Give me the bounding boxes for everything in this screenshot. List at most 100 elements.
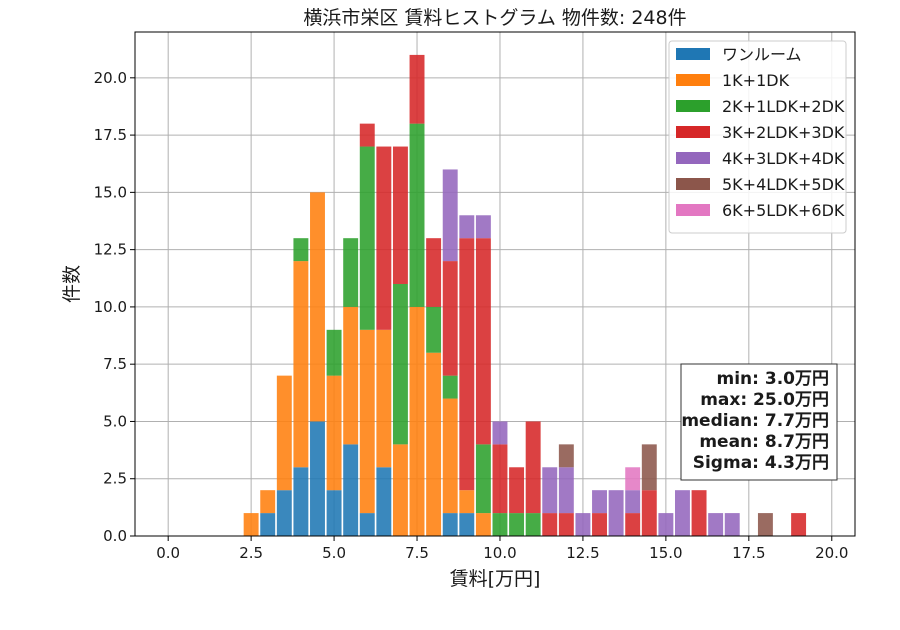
bar-series-1 [392, 444, 408, 536]
bar-series-2 [442, 375, 458, 399]
bar-layer [243, 54, 807, 536]
bar-series-1 [459, 490, 475, 514]
bar-series-2 [426, 306, 442, 353]
bar-series-2 [509, 513, 525, 536]
legend-label: 2K+1LDK+2DK [722, 97, 845, 116]
bar-series-4 [675, 490, 690, 536]
plot-frame [134, 31, 856, 537]
legend-label: ワンルーム [722, 45, 802, 64]
bar-series-4 [708, 513, 724, 536]
bar-series-2 [326, 329, 342, 376]
bar-series-3 [426, 238, 442, 307]
bar-series-0 [310, 421, 325, 536]
legend-label: 3K+2LDK+3DK [722, 123, 845, 142]
bar-series-3 [592, 513, 607, 536]
bar-series-4 [442, 169, 458, 262]
y-tick-label: 17.5 [94, 126, 127, 144]
y-tick-label: 0.0 [103, 527, 127, 545]
x-axis-label: 賃料[万円] [450, 568, 541, 590]
bar-series-0 [326, 490, 342, 536]
bar-series-3 [625, 513, 641, 536]
bar-series-1 [260, 490, 276, 514]
x-tick-label: 7.5 [405, 544, 429, 562]
bar-series-3 [492, 444, 508, 514]
y-tick-label: 20.0 [94, 69, 127, 87]
stat-sigma: Sigma: 4.3万円 [693, 453, 829, 473]
bar-series-0 [343, 444, 359, 536]
bar-series-0 [459, 513, 475, 536]
bar-series-2 [525, 513, 541, 536]
legend-swatch [676, 100, 710, 112]
bar-series-1 [293, 261, 309, 468]
bar-series-1 [276, 375, 292, 491]
bar-series-3 [542, 513, 558, 536]
bar-series-0 [293, 467, 309, 536]
bar-series-0 [276, 490, 292, 536]
bar-series-0 [376, 467, 392, 536]
x-axis-ticks: 0.0 2.5 5.0 7.5 10.0 12.5 15.0 17.5 20.0 [156, 536, 848, 562]
bar-series-1 [426, 352, 442, 536]
bar-series-5 [558, 444, 574, 468]
legend-label: 4K+3LDK+4DK [722, 149, 845, 168]
stats-box-frame [680, 363, 838, 481]
bar-series-2 [409, 123, 425, 307]
bar-series-3 [409, 54, 425, 124]
y-tick-label: 15.0 [94, 183, 127, 201]
legend-label: 5K+4LDK+5DK [722, 175, 845, 194]
bar-series-1 [243, 513, 259, 536]
bar-series-2 [343, 238, 359, 307]
bar-series-3 [459, 238, 475, 491]
x-tick-label: 2.5 [239, 544, 263, 562]
stat-min: min: 3.0万円 [717, 369, 829, 389]
bar-series-3 [376, 146, 392, 330]
bar-series-1 [376, 329, 392, 468]
bar-series-1 [359, 329, 375, 514]
bar-series-3 [525, 421, 541, 514]
bar-series-1 [343, 306, 359, 445]
legend: ワンルーム 1K+1DK 2K+1LDK+2DK 3K+2LDK+3DK 4K+3LDK… [668, 40, 847, 234]
legend-swatch [676, 178, 710, 190]
stats-box: min: 3.0万円 max: 25.0万円 median: 7.7万円 mea… [680, 363, 838, 481]
x-tick-label: 5.0 [322, 544, 346, 562]
chart-title: 横浜市栄区 賃料ヒストグラム 物件数: 248件 [303, 7, 686, 29]
legend-swatch [676, 48, 710, 60]
bar-series-3 [558, 513, 574, 536]
y-tick-label: 10.0 [94, 298, 127, 316]
bar-series-3 [359, 123, 375, 147]
bar-series-3 [791, 513, 807, 536]
bar-series-4 [658, 513, 674, 536]
stat-median: median: 7.7万円 [681, 411, 829, 431]
y-axis-ticks: 0.0 2.5 5.0 7.5 10.0 12.5 15.0 17.5 20.0 [94, 69, 135, 545]
y-tick-label: 7.5 [103, 355, 127, 373]
y-axis-label: 件数 [61, 265, 83, 303]
bar-series-4 [608, 490, 624, 536]
bar-series-4 [558, 467, 574, 514]
bar-series-4 [724, 513, 740, 536]
bar-series-1 [475, 513, 491, 536]
x-tick-label: 17.5 [732, 544, 765, 562]
bar-series-0 [260, 513, 276, 536]
legend-swatch [676, 152, 710, 164]
legend-label: 6K+5LDK+6DK [722, 201, 845, 220]
bar-series-3 [509, 467, 525, 514]
x-tick-label: 20.0 [815, 544, 848, 562]
bar-series-3 [442, 261, 458, 376]
bar-series-4 [542, 467, 558, 514]
bar-series-1 [409, 306, 425, 536]
x-tick-label: 15.0 [649, 544, 682, 562]
x-tick-label: 12.5 [566, 544, 599, 562]
bar-series-5 [757, 513, 773, 536]
legend-label: 1K+1DK [722, 71, 790, 90]
bar-series-4 [475, 215, 491, 239]
stat-max: max: 25.0万円 [700, 390, 829, 410]
bar-series-1 [442, 398, 458, 514]
x-tick-label: 10.0 [483, 544, 516, 562]
y-tick-label: 5.0 [103, 412, 127, 430]
bar-series-2 [359, 146, 375, 330]
legend-swatch [676, 126, 710, 138]
bar-series-1 [326, 375, 342, 491]
bar-series-3 [641, 490, 657, 536]
y-tick-label: 12.5 [94, 241, 127, 259]
bar-series-3 [392, 146, 408, 284]
